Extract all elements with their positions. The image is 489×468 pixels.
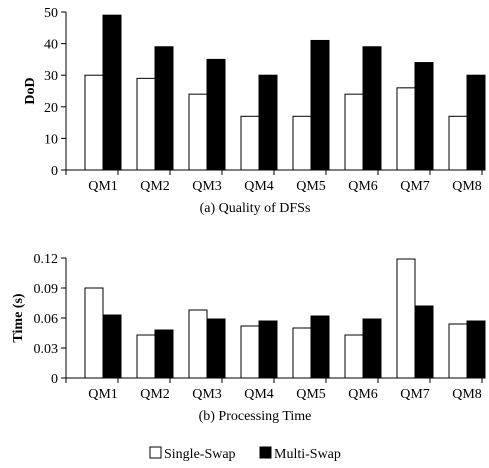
chart-caption: (b) Processing Time bbox=[199, 409, 312, 424]
x-tick-label: QM5 bbox=[296, 387, 326, 402]
single-swap-bar-qm7 bbox=[396, 87, 416, 171]
chart-caption: (a) Quality of DFSs bbox=[200, 201, 311, 216]
x-tick-label: QM2 bbox=[140, 179, 170, 194]
x-tick-label: QM6 bbox=[348, 179, 378, 194]
multi-swap-bar-qm7 bbox=[414, 305, 434, 379]
y-tick-label: 0.06 bbox=[34, 312, 59, 327]
multi-swap-bar-qm6 bbox=[362, 318, 382, 379]
x-tick-label: QM8 bbox=[452, 387, 482, 402]
y-tick-label: 40 bbox=[44, 38, 58, 53]
multi-swap-bar-qm3 bbox=[206, 318, 226, 379]
x-tick-label: QM3 bbox=[192, 179, 222, 194]
x-tick-label: QM4 bbox=[244, 387, 274, 402]
multi-swap-bar-qm2 bbox=[154, 46, 174, 171]
y-axis-label: DoD bbox=[23, 77, 38, 104]
x-tick-label: QM2 bbox=[140, 387, 170, 402]
y-tick-label: 0 bbox=[51, 164, 58, 179]
single-swap-bar-qm3 bbox=[188, 93, 208, 171]
single-swap-bar-qm2 bbox=[136, 77, 156, 171]
single-swap-bar-qm6 bbox=[344, 334, 364, 379]
x-tick-label: QM6 bbox=[348, 387, 378, 402]
multi-swap-bar-qm7 bbox=[414, 62, 434, 171]
y-tick-label: 0.03 bbox=[34, 342, 59, 357]
x-tick-label: QM4 bbox=[244, 179, 274, 194]
single-swap-bar-qm6 bbox=[344, 93, 364, 171]
x-tick-label: QM3 bbox=[192, 387, 222, 402]
x-tick-label: QM1 bbox=[88, 387, 118, 402]
multi-swap-bar-qm4 bbox=[258, 320, 278, 379]
legend-label-single-swap: Single-Swap bbox=[164, 447, 236, 462]
x-tick-label: QM1 bbox=[88, 179, 118, 194]
single-swap-bar-qm4 bbox=[240, 325, 260, 379]
single-swap-bar-qm8 bbox=[448, 115, 468, 171]
single-swap-bar-qm4 bbox=[240, 115, 260, 171]
multi-swap-bar-qm1 bbox=[102, 314, 122, 379]
x-tick-label: QM7 bbox=[400, 179, 430, 194]
x-tick-label: QM8 bbox=[452, 179, 482, 194]
multi-swap-bar-qm4 bbox=[258, 74, 278, 171]
y-tick-label: 0.12 bbox=[34, 252, 59, 267]
multi-swap-bar-qm3 bbox=[206, 58, 226, 171]
y-tick-label: 0 bbox=[51, 372, 58, 387]
single-swap-bar-qm3 bbox=[188, 309, 208, 379]
legend-swatch-single-swap bbox=[149, 446, 162, 459]
y-axis-label: Time (s) bbox=[11, 293, 26, 342]
y-tick-label: 50 bbox=[44, 6, 58, 21]
legend-label-multi-swap: Multi-Swap bbox=[274, 447, 341, 462]
multi-swap-bar-qm6 bbox=[362, 46, 382, 171]
multi-swap-bar-qm8 bbox=[466, 320, 486, 379]
x-tick-label: QM5 bbox=[296, 179, 326, 194]
single-swap-bar-qm8 bbox=[448, 323, 468, 379]
single-swap-bar-qm5 bbox=[292, 115, 312, 171]
single-swap-bar-qm1 bbox=[84, 287, 104, 379]
multi-swap-bar-qm1 bbox=[102, 14, 122, 171]
multi-swap-bar-qm5 bbox=[310, 315, 330, 379]
y-tick-label: 0.09 bbox=[34, 282, 59, 297]
multi-swap-bar-qm8 bbox=[466, 74, 486, 171]
legend-swatch-multi-swap bbox=[259, 446, 272, 459]
single-swap-bar-qm7 bbox=[396, 258, 416, 379]
single-swap-bar-qm1 bbox=[84, 74, 104, 171]
x-tick-label: QM7 bbox=[400, 387, 430, 402]
y-tick-label: 10 bbox=[44, 132, 58, 147]
single-swap-bar-qm2 bbox=[136, 334, 156, 379]
y-tick-label: 30 bbox=[44, 69, 58, 84]
single-swap-bar-qm5 bbox=[292, 327, 312, 379]
y-tick-label: 20 bbox=[44, 101, 58, 116]
multi-swap-bar-qm5 bbox=[310, 39, 330, 171]
multi-swap-bar-qm2 bbox=[154, 329, 174, 379]
